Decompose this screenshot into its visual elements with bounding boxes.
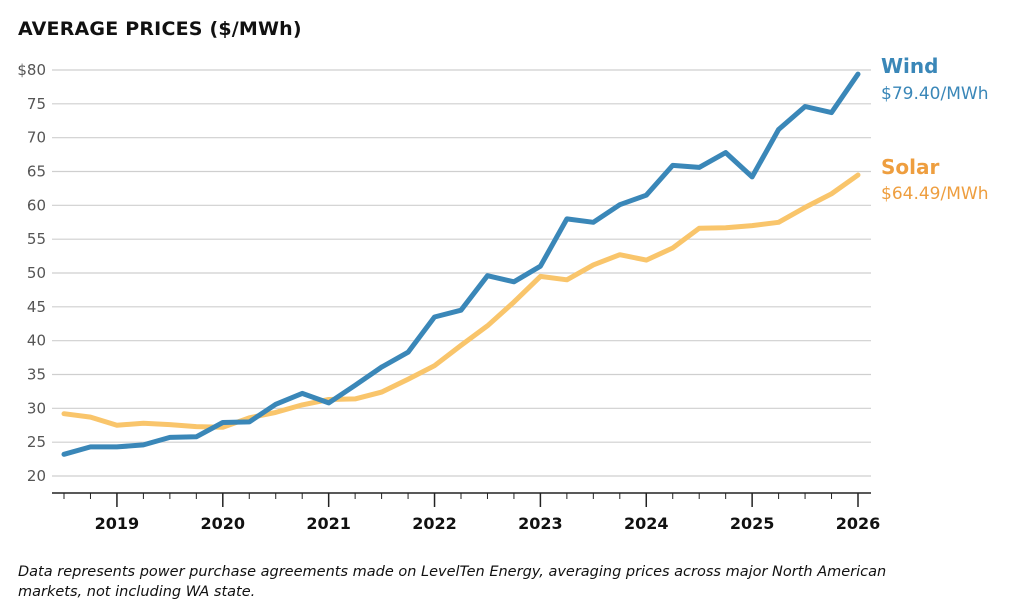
x-tick-label: 2019 <box>95 514 140 533</box>
y-tick-label: 65 <box>27 163 46 181</box>
y-tick-label: 30 <box>27 399 46 417</box>
legend-solar-name: Solar <box>881 155 940 179</box>
legend-wind-name: Wind <box>881 54 939 78</box>
y-tick-label: 20 <box>27 467 46 485</box>
y-tick-label: 70 <box>27 129 46 147</box>
y-tick-label: 55 <box>27 230 46 248</box>
series-line-solar <box>61 172 861 430</box>
price-line-chart: $80 75 70 65 60 55 50 45 40 35 30 25 20 2019 2020 2021… <box>17 61 881 533</box>
legend-wind-value: $79.40/MWh <box>881 84 989 104</box>
x-tick-label: 2025 <box>730 514 775 533</box>
chart-title: AVERAGE PRICES ($/MWh) <box>18 18 302 40</box>
x-tick-label: 2022 <box>412 514 457 533</box>
y-tick-label: 40 <box>27 332 46 350</box>
y-tick-label: 25 <box>27 433 46 451</box>
x-tick-label: 2026 <box>836 514 881 533</box>
y-tick-label: 60 <box>27 196 46 214</box>
y-tick-label: $80 <box>17 61 46 79</box>
y-tick-label: 75 <box>27 95 46 113</box>
footnote: Data represents power purchase agreement… <box>18 564 887 600</box>
y-tick-label: 45 <box>27 298 46 316</box>
series-line-wind <box>61 71 861 457</box>
x-tick-label: 2023 <box>518 514 563 533</box>
x-tick-label: 2021 <box>306 514 351 533</box>
y-tick-label: 50 <box>27 264 46 282</box>
x-tick-label: 2020 <box>201 514 246 533</box>
x-tick-label: 2024 <box>624 514 669 533</box>
legend-solar-value: $64.49/MWh <box>881 184 989 204</box>
y-tick-label: 35 <box>27 366 46 384</box>
